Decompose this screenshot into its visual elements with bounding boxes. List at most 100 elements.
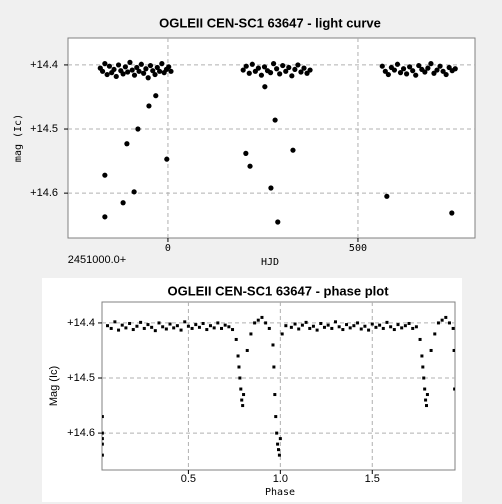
point (381, 326, 385, 330)
point (186, 324, 190, 328)
point (278, 437, 282, 441)
point (418, 337, 422, 341)
point (391, 67, 398, 73)
point (425, 393, 429, 397)
x-axis-label: HJD (261, 257, 279, 268)
point (125, 69, 131, 75)
point (136, 68, 142, 74)
point (297, 327, 301, 331)
point (284, 324, 288, 328)
point (421, 365, 425, 369)
point (389, 325, 393, 329)
point (422, 69, 428, 75)
point (308, 326, 312, 330)
y-tick-label: +14.6 (67, 427, 95, 439)
point (106, 324, 110, 328)
point (255, 65, 261, 71)
point (352, 324, 356, 328)
point (156, 68, 163, 74)
point (131, 72, 138, 78)
y-tick-label: +14.6 (30, 187, 58, 199)
point (429, 348, 433, 352)
y-tick-label: +14.5 (67, 372, 95, 384)
point (124, 141, 130, 147)
point (113, 320, 117, 324)
point (194, 323, 198, 327)
point (400, 66, 407, 72)
point (298, 69, 304, 75)
y-axis-label: Mag (Ic) (48, 366, 60, 406)
point (262, 84, 268, 90)
point (443, 71, 449, 78)
point (175, 324, 179, 328)
point (234, 337, 238, 341)
point (330, 326, 334, 330)
point (135, 324, 139, 328)
point (341, 328, 345, 332)
point (240, 67, 246, 73)
point (157, 321, 161, 325)
points (102, 315, 455, 457)
point (102, 431, 104, 435)
x-offset-label: 2451000.0+ (68, 254, 126, 266)
point (190, 326, 194, 330)
point (422, 376, 426, 380)
point (397, 70, 404, 76)
point (396, 323, 400, 327)
point (150, 325, 154, 329)
point (414, 325, 418, 329)
point (239, 387, 243, 391)
points (97, 59, 458, 225)
point (183, 320, 187, 324)
point (385, 320, 389, 324)
y-tick-label: +14.5 (30, 123, 58, 135)
point (378, 323, 382, 327)
point (359, 327, 363, 331)
point (102, 415, 104, 419)
point (128, 321, 132, 325)
point (356, 321, 360, 325)
point (172, 326, 176, 330)
point (333, 320, 337, 324)
point (237, 365, 241, 369)
point (379, 63, 385, 69)
point (159, 61, 165, 67)
point (122, 64, 128, 70)
point (249, 332, 253, 336)
point (337, 325, 341, 329)
point (290, 147, 296, 153)
point (424, 398, 428, 402)
point (286, 64, 292, 71)
point (153, 329, 157, 333)
point (289, 73, 295, 79)
point (407, 64, 413, 70)
plot-area (67, 37, 476, 239)
point (394, 61, 401, 67)
point (154, 64, 160, 71)
point (301, 65, 307, 71)
point (253, 321, 257, 325)
point (138, 61, 144, 67)
point (240, 398, 244, 402)
point (311, 324, 315, 328)
point (120, 71, 126, 77)
point (164, 327, 168, 331)
point (243, 150, 249, 156)
point (267, 326, 271, 330)
point (102, 442, 104, 446)
point (307, 67, 313, 73)
point (452, 348, 455, 352)
point (102, 437, 104, 441)
point (227, 325, 231, 329)
point (238, 376, 242, 380)
point (272, 365, 276, 369)
point (273, 393, 277, 397)
point (444, 315, 448, 319)
point (451, 326, 455, 330)
point (437, 63, 443, 69)
point (370, 322, 374, 326)
point (117, 328, 121, 332)
y-axis-label: mag (Ic) (13, 114, 24, 162)
point (146, 323, 150, 327)
